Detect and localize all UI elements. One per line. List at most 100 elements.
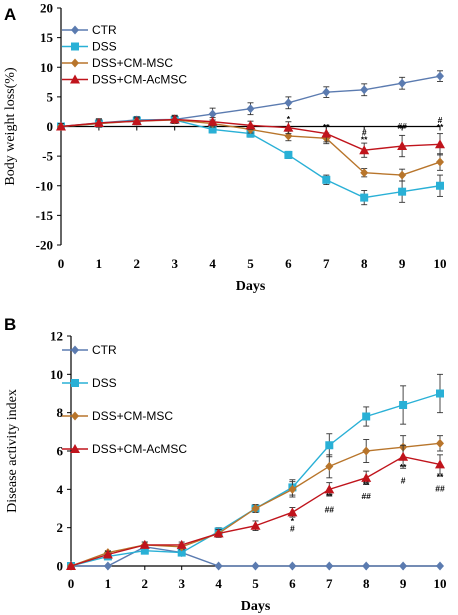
- x-tick-label: 6: [285, 256, 292, 271]
- y-tick-label: 4: [57, 482, 64, 497]
- data-point: [214, 561, 223, 571]
- y-tick-label: 2: [57, 520, 64, 535]
- legend: CTR DSS DSS+CM-MSC DSS+CM-AcMSC: [62, 343, 187, 456]
- chart-panel-a: A -20 -15 -10 -5 0 5 10 15 20 0 1 2 3 4 5 6 7 8 9 10 Days Body…: [3, 1, 447, 295]
- data-point: [93, 117, 104, 127]
- data-point: [436, 181, 444, 190]
- panel-label: B: [4, 315, 16, 334]
- data-point: [176, 539, 187, 549]
- x-tick-label: 3: [178, 576, 185, 591]
- legend-entry: CTR: [92, 23, 117, 37]
- data-point: [208, 109, 217, 119]
- legend-entry: DSS+CM-AcMSC: [92, 73, 187, 87]
- data-point: [398, 170, 407, 180]
- data-point: [284, 98, 293, 108]
- data-point: [140, 546, 149, 555]
- data-point: [177, 548, 186, 557]
- data-point: [287, 507, 298, 517]
- legend-entry: DSS+CM-MSC: [92, 56, 173, 70]
- x-tick-label: 0: [58, 256, 65, 271]
- data-point: [66, 561, 76, 570]
- data-point: [325, 441, 334, 450]
- data-point: [360, 193, 369, 202]
- series-dss-cm-acmsc: [56, 114, 445, 158]
- legend: CTR DSS DSS+CM-MSC DSS+CM-AcMSC: [62, 23, 187, 87]
- y-tick-label: 5: [47, 89, 54, 104]
- data-point: [283, 122, 294, 132]
- data-point: [169, 114, 180, 124]
- x-axis-label: Days: [236, 279, 266, 294]
- data-point: [321, 128, 332, 138]
- x-tick-label: 4: [215, 576, 222, 591]
- data-point: [288, 484, 297, 494]
- data-point: [435, 459, 445, 469]
- x-tick-label: 1: [96, 256, 103, 271]
- data-point: [139, 539, 150, 549]
- data-point: [436, 561, 444, 571]
- data-point: [436, 389, 444, 398]
- series-dss-cm-acmsc: [66, 444, 445, 570]
- data-point: [288, 561, 297, 571]
- data-point: [251, 504, 260, 513]
- significance-mark: ##: [361, 491, 371, 501]
- legend-marker: [70, 444, 80, 453]
- legend-entry: DSS: [92, 40, 117, 54]
- significance-mark: **: [326, 491, 333, 501]
- x-tick-label: 9: [399, 256, 406, 271]
- legend-entry: DSS+CM-MSC: [92, 409, 173, 423]
- data-point: [322, 175, 331, 184]
- data-point: [213, 528, 224, 538]
- data-point: [251, 561, 260, 571]
- x-tick-label: 8: [363, 576, 370, 591]
- significance-mark: *: [287, 114, 291, 124]
- significance-mark: **: [437, 472, 444, 482]
- x-tick-label: 2: [142, 576, 149, 591]
- y-tick-label: -15: [36, 208, 54, 223]
- legend-marker: [71, 58, 79, 68]
- legend-entry: DSS+CM-AcMSC: [92, 442, 187, 456]
- x-tick-label: 3: [171, 256, 178, 271]
- data-point: [245, 120, 256, 130]
- y-tick-label: -10: [36, 178, 53, 193]
- legend-marker: [71, 379, 79, 387]
- x-axis-label: Days: [241, 599, 271, 614]
- y-axis-label: Disease activity index: [5, 389, 20, 513]
- x-tick-label: 6: [289, 576, 296, 591]
- significance-mark: **: [437, 122, 444, 132]
- data-point: [362, 412, 371, 421]
- significance-mark: **: [363, 479, 370, 489]
- data-point: [208, 125, 217, 134]
- data-point: [325, 561, 334, 571]
- x-tick-label: 7: [326, 576, 333, 591]
- x-tick-label: 7: [323, 256, 330, 271]
- data-point: [207, 116, 218, 126]
- legend-marker: [70, 74, 80, 84]
- x-tick-label: 10: [434, 256, 447, 271]
- x-tick-label: 8: [361, 256, 368, 271]
- data-point: [398, 451, 409, 461]
- data-point: [436, 438, 444, 448]
- y-tick-label: 10: [40, 60, 53, 75]
- data-point: [250, 520, 261, 530]
- data-point: [324, 484, 335, 494]
- data-point: [360, 85, 369, 95]
- data-point: [103, 561, 112, 571]
- panel-label: A: [4, 5, 16, 24]
- data-point: [398, 78, 407, 88]
- data-point: [322, 87, 331, 97]
- data-point: [360, 168, 369, 178]
- legend-marker: [71, 42, 79, 51]
- significance-mark: **: [400, 462, 407, 472]
- data-point: [325, 461, 334, 471]
- x-tick-label: 0: [68, 576, 75, 591]
- y-tick-label: 15: [40, 30, 54, 45]
- series-dss: [67, 373, 444, 570]
- y-tick-label: 6: [57, 444, 64, 459]
- data-point: [399, 561, 408, 571]
- y-tick-label: 20: [40, 1, 53, 16]
- significance-mark: ##: [325, 504, 335, 514]
- data-point: [284, 150, 293, 159]
- y-tick-label: -5: [42, 149, 53, 164]
